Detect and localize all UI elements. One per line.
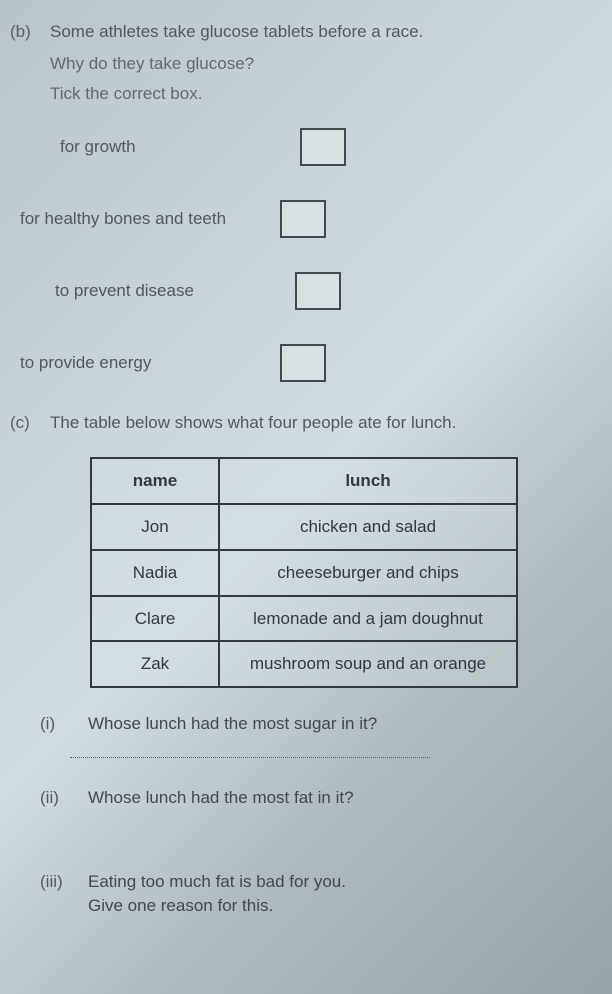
- checkbox-bones-teeth[interactable]: [280, 200, 326, 238]
- subquestion-i: (i) Whose lunch had the most sugar in it…: [40, 712, 582, 736]
- subq-i-label: (i): [40, 712, 88, 736]
- option-row: for growth: [40, 111, 582, 183]
- table-header-lunch: lunch: [219, 458, 517, 504]
- question-c: (c) The table below shows what four peop…: [10, 411, 582, 443]
- checkbox-growth[interactable]: [300, 128, 346, 166]
- part-b-q2: Tick the correct box.: [50, 82, 582, 106]
- cell-name: Nadia: [91, 550, 219, 596]
- option-label: for healthy bones and teeth: [20, 207, 280, 231]
- part-b-content: Some athletes take glucose tablets befor…: [50, 20, 582, 399]
- table-header-name: name: [91, 458, 219, 504]
- option-label: to prevent disease: [40, 279, 295, 303]
- checkbox-prevent-disease[interactable]: [295, 272, 341, 310]
- subq-iii-line2: Give one reason for this.: [88, 894, 582, 918]
- part-c-label: (c): [10, 411, 50, 443]
- subq-ii-text: Whose lunch had the most fat in it?: [88, 786, 582, 810]
- part-b-q1: Why do they take glucose?: [50, 52, 582, 76]
- lunch-table: name lunch Jon chicken and salad Nadia c…: [90, 457, 518, 688]
- cell-name: Zak: [91, 641, 219, 687]
- option-row: for healthy bones and teeth: [20, 183, 582, 255]
- cell-lunch: chicken and salad: [219, 504, 517, 550]
- answer-line-i[interactable]: [70, 756, 430, 758]
- cell-lunch: mushroom soup and an orange: [219, 641, 517, 687]
- part-c-content: The table below shows what four people a…: [50, 411, 582, 443]
- subq-i-text: Whose lunch had the most sugar in it?: [88, 712, 582, 736]
- cell-name: Jon: [91, 504, 219, 550]
- part-b-intro: Some athletes take glucose tablets befor…: [50, 20, 582, 44]
- worksheet-page: (b) Some athletes take glucose tablets b…: [0, 0, 612, 937]
- question-b: (b) Some athletes take glucose tablets b…: [10, 20, 582, 399]
- checkbox-provide-energy[interactable]: [280, 344, 326, 382]
- subquestion-iii: (iii) Eating too much fat is bad for you…: [40, 870, 582, 918]
- option-row: to provide energy: [20, 327, 582, 399]
- subq-iii-text: Eating too much fat is bad for you. Give…: [88, 870, 582, 918]
- option-label: to provide energy: [20, 351, 280, 375]
- subquestion-ii: (ii) Whose lunch had the most fat in it?: [40, 786, 582, 810]
- subq-ii-label: (ii): [40, 786, 88, 810]
- subq-iii-line1: Eating too much fat is bad for you.: [88, 870, 582, 894]
- subq-iii-label: (iii): [40, 870, 88, 918]
- part-c-intro: The table below shows what four people a…: [50, 411, 582, 435]
- cell-lunch: lemonade and a jam doughnut: [219, 596, 517, 642]
- table-header-row: name lunch: [91, 458, 517, 504]
- cell-lunch: cheeseburger and chips: [219, 550, 517, 596]
- cell-name: Clare: [91, 596, 219, 642]
- table-row: Nadia cheeseburger and chips: [91, 550, 517, 596]
- table-row: Clare lemonade and a jam doughnut: [91, 596, 517, 642]
- option-label: for growth: [40, 135, 300, 159]
- option-row: to prevent disease: [40, 255, 582, 327]
- table-row: Jon chicken and salad: [91, 504, 517, 550]
- table-row: Zak mushroom soup and an orange: [91, 641, 517, 687]
